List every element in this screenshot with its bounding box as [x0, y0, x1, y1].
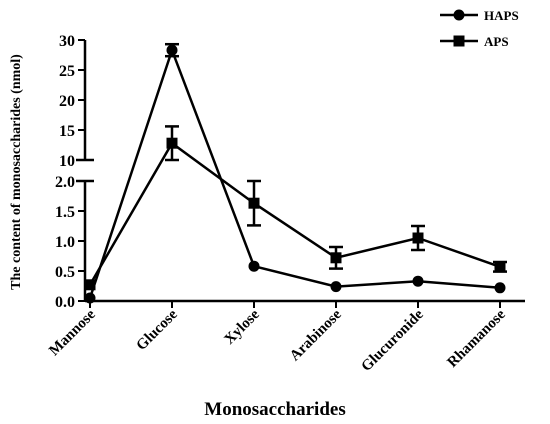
y-tick-label: 1.0: [55, 234, 75, 251]
y-tick-label: 10: [59, 153, 75, 170]
data-point-haps: [166, 44, 178, 56]
x-tick-label: Rhamanose: [444, 306, 509, 371]
axes: 0.0 0.5 1.0 1.5 2.0 10 15 20 25 30 Mannose Glucose X…: [46, 33, 525, 375]
data-point-haps: [330, 281, 342, 293]
x-axis-label: Monosaccharides: [204, 399, 345, 420]
y-tick-label: 0.5: [55, 264, 75, 281]
data-point-aps: [166, 137, 178, 149]
series-line-haps: [88, 46, 501, 299]
series-layer: [84, 42, 507, 304]
y-axis-label: The content of monosaccharides (nmol): [9, 54, 24, 290]
x-tick-label: Xylose: [221, 306, 263, 348]
data-point-aps: [84, 279, 96, 291]
data-point-haps: [494, 282, 506, 294]
x-tick-label: Glucose: [134, 306, 181, 353]
legend: HAPS APS: [440, 8, 519, 49]
y-tick-label: 1.5: [55, 204, 75, 221]
legend-marker-square: [453, 35, 465, 47]
y-tick-label: 2.0: [55, 174, 75, 191]
x-tick-label: Glucuronide: [359, 306, 428, 375]
data-point-haps: [248, 260, 260, 272]
legend-label: HAPS: [484, 8, 519, 23]
series-aps: [84, 125, 507, 291]
data-point-haps: [84, 292, 96, 304]
y-tick-label: 0.0: [55, 294, 75, 311]
y-tick-label: 20: [59, 93, 75, 110]
y-tick-label: 30: [59, 33, 75, 50]
data-point-aps: [330, 252, 342, 264]
legend-marker-circle: [453, 9, 465, 21]
x-tick-label: Arabinose: [287, 306, 345, 364]
legend-item-haps: HAPS: [440, 8, 519, 23]
legend-item-aps: APS: [440, 34, 509, 49]
data-point-aps: [248, 197, 260, 209]
data-point-aps: [494, 261, 506, 273]
series-haps: [84, 42, 506, 304]
series-line-aps: [88, 141, 501, 286]
y-tick-label: 25: [59, 63, 75, 80]
data-point-aps: [412, 232, 424, 244]
y-tick-label: 15: [59, 123, 75, 140]
x-tick-label: Mannose: [46, 306, 99, 359]
legend-label: APS: [484, 34, 509, 49]
data-point-haps: [412, 275, 424, 287]
